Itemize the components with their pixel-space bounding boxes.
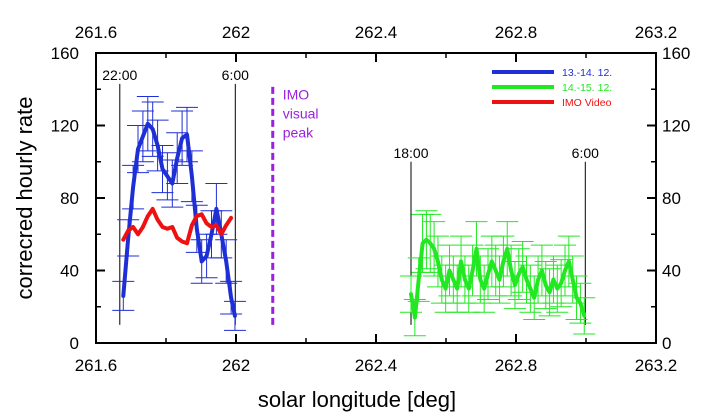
series-line-2 xyxy=(409,237,587,320)
axis-ticks xyxy=(95,52,657,344)
y-tick-label-right: 0 xyxy=(662,334,671,353)
y-tick-label: 120 xyxy=(51,117,79,136)
x-tick-label-top: 262.8 xyxy=(495,23,538,42)
x-tick-label-top: 261.6 xyxy=(75,23,118,42)
legend: 13.-14. 12. 14.-15. 12. IMO Video xyxy=(492,67,612,109)
legend-label: 13.-14. 12. xyxy=(562,67,612,79)
y-tick-label-right: 40 xyxy=(662,262,681,281)
time-markers: 22:00 6:00 18:00 6:00 xyxy=(102,67,599,325)
x-tick-label: 263.2 xyxy=(635,356,678,375)
x-tick-label-top: 262.4 xyxy=(355,23,398,42)
x-tick-label: 261.6 xyxy=(75,356,118,375)
x-tick-label: 262 xyxy=(222,356,250,375)
series-line-1 xyxy=(121,121,237,318)
imo-visual-peak: IMO visual peak xyxy=(271,85,319,325)
x-tick-labels-top: 261.6 262 262.4 262.8 263.2 xyxy=(75,23,678,42)
time-marker-label: 22:00 xyxy=(102,67,137,83)
y-tick-label: 0 xyxy=(70,334,79,353)
x-tick-label: 262.4 xyxy=(355,356,398,375)
x-tick-label-top: 262 xyxy=(222,23,250,42)
x-tick-label-top: 263.2 xyxy=(635,23,678,42)
imo-peak-label-line: peak xyxy=(283,125,314,141)
x-tick-labels-bottom: 261.6 262 262.4 262.8 263.2 xyxy=(75,356,678,375)
imo-peak-label-line: IMO xyxy=(283,87,310,103)
error-bars xyxy=(112,96,596,337)
y-tick-label-right: 160 xyxy=(662,44,690,63)
y-axis-title: correcred hourly rate xyxy=(12,97,37,300)
y-tick-labels-right: 0 40 80 120 160 xyxy=(662,44,690,353)
x-tick-label: 262.8 xyxy=(495,356,538,375)
legend-label: IMO Video xyxy=(562,97,612,109)
y-tick-label: 160 xyxy=(51,44,79,63)
series-lines xyxy=(121,121,587,320)
imo-peak-label-line: visual xyxy=(283,106,319,122)
time-marker-label: 6:00 xyxy=(222,67,249,83)
y-tick-label: 40 xyxy=(60,262,79,281)
x-axis-title: solar longitude [deg] xyxy=(258,387,456,412)
series-line-3 xyxy=(121,206,234,246)
time-marker-label: 18:00 xyxy=(393,145,428,161)
y-tick-label: 80 xyxy=(60,189,79,208)
time-marker-label: 6:00 xyxy=(572,145,599,161)
y-tick-labels-left: 0 40 80 120 160 xyxy=(51,44,79,353)
y-tick-label-right: 120 xyxy=(662,117,690,136)
y-tick-label-right: 80 xyxy=(662,189,681,208)
legend-label: 14.-15. 12. xyxy=(562,82,612,94)
